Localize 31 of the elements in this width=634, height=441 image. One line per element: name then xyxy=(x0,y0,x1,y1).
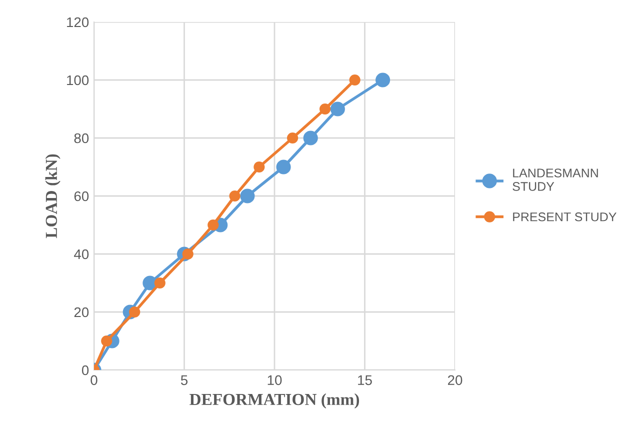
point xyxy=(330,102,345,116)
point xyxy=(101,335,112,347)
point xyxy=(229,190,240,202)
y-tick-label: 40 xyxy=(74,249,89,260)
y-tick-label: 20 xyxy=(74,307,89,318)
x-tick-label: 10 xyxy=(268,375,282,386)
x-axis-title: DEFORMATION (mm) xyxy=(190,393,360,408)
point xyxy=(319,103,331,115)
point xyxy=(376,72,390,88)
y-tick-label: 100 xyxy=(67,75,89,86)
point xyxy=(349,74,360,86)
y-tick-label: 120 xyxy=(67,17,89,28)
point xyxy=(286,132,298,144)
point xyxy=(303,130,318,146)
point xyxy=(154,277,166,289)
point xyxy=(129,306,140,318)
legend-label: PRESENT STUDY xyxy=(513,212,616,222)
y-axis-title: LOAD (kN) xyxy=(45,154,60,238)
y-tick-label: 80 xyxy=(74,133,89,144)
point xyxy=(254,161,265,173)
point xyxy=(208,219,219,231)
point xyxy=(276,160,291,174)
x-tick-label: 5 xyxy=(180,375,188,386)
y-tick-label: 60 xyxy=(74,191,89,202)
point xyxy=(182,248,194,260)
x-tick-label: 20 xyxy=(448,375,462,386)
point xyxy=(240,188,255,204)
x-tick-label: 0 xyxy=(90,375,98,386)
y-tick-label: 0 xyxy=(82,365,89,376)
legend-label: LANDESMANN STUDY xyxy=(512,168,598,191)
x-tick-label: 15 xyxy=(358,375,372,386)
